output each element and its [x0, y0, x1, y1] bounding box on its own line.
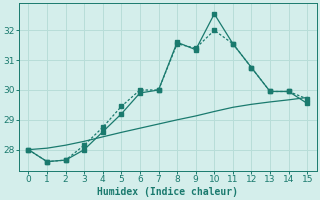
- X-axis label: Humidex (Indice chaleur): Humidex (Indice chaleur): [97, 186, 238, 197]
